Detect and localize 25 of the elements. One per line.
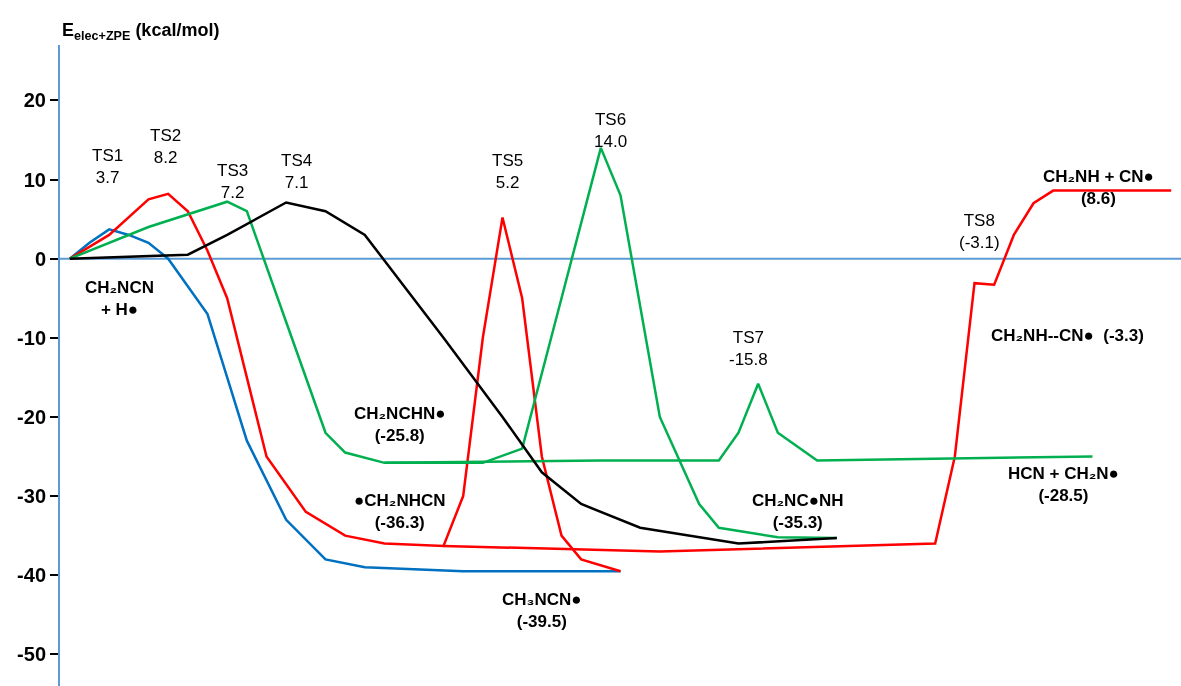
- annotation: TS3 7.2: [217, 161, 249, 203]
- y-tick-label: -50: [17, 643, 46, 666]
- annotation: CH₂NH--CN● (-3.3): [991, 326, 1144, 345]
- y-tick-label: 0: [34, 247, 46, 270]
- y-tick-label: -10: [17, 326, 46, 349]
- annotation: TS6 14.0: [594, 110, 628, 152]
- y-tick-label: -40: [17, 564, 46, 587]
- annotation: TS7 -15.8: [729, 328, 768, 370]
- y-axis-title: E$_{elec+ZPE}$ (kcal/mol): [62, 20, 220, 43]
- y-tick-label: -30: [17, 485, 46, 508]
- annotation: CH₂NCN + H●: [85, 278, 154, 320]
- annotation: TS1 3.7: [92, 146, 124, 188]
- annotation: TS5 5.2: [492, 151, 524, 193]
- y-tick-label: -20: [17, 405, 46, 428]
- annotation: CH₂NH + CN● (8.6): [1043, 167, 1154, 209]
- y-tick-label: 20: [23, 89, 46, 112]
- y-tick-label: 10: [23, 168, 46, 191]
- annotation: TS2 8.2: [150, 126, 182, 168]
- annotation: TS4 7.1: [281, 151, 313, 193]
- annotation: CH₃NCN● (-39.5): [502, 590, 582, 632]
- annotation: CH₂NCHN● (-25.8): [354, 404, 446, 446]
- annotation: TS8 (-3.1): [959, 211, 1000, 253]
- annotation: CH₂NC●NH (-35.3): [752, 491, 844, 533]
- annotation: HCN + CH₂N● (-28.5): [1008, 464, 1119, 506]
- annotation: ●CH₂NHCN (-36.3): [354, 491, 446, 533]
